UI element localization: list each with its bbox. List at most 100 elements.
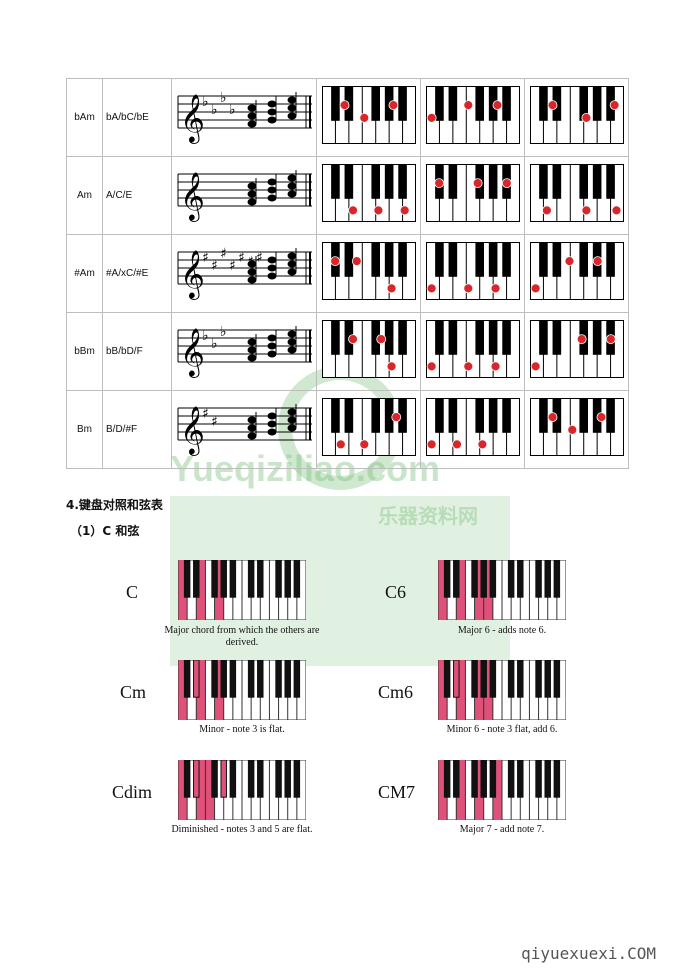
chord-name: #Am [66, 234, 103, 313]
chord-keyboard [177, 559, 307, 625]
chord-label: C [126, 582, 139, 602]
svg-text:♭: ♭ [211, 336, 218, 352]
keyboard-diagram [420, 78, 525, 157]
staff-svg: 𝄞♯♯♯♯♯♯♯ [177, 246, 312, 300]
chord-keyboard [437, 759, 567, 825]
keyboard-svg [425, 398, 520, 456]
staff-svg: 𝄞♯ ♯ [177, 404, 312, 456]
staff-notation: 𝄞 [171, 156, 317, 235]
chord-name: bAm [66, 78, 103, 157]
piano-svg [177, 759, 307, 821]
svg-text:♭: ♭ [202, 328, 209, 344]
svg-text:𝄞: 𝄞 [180, 327, 205, 378]
keyboard-svg [529, 164, 624, 222]
footer-site: qiyuexuexi.COM [521, 944, 656, 963]
piano-svg [437, 559, 567, 621]
chord-notes: A/C/E [102, 156, 172, 235]
chord-keyboard [437, 659, 567, 725]
chord-description: Major 6 - adds note 6. [457, 625, 547, 636]
chord-label: Cdim [112, 782, 153, 802]
section-subheading: （1）C 和弦 [70, 524, 140, 538]
keyboard-svg [321, 86, 416, 144]
svg-text:♭: ♭ [229, 102, 236, 118]
chord-description: Major chord from which the others are de… [164, 625, 320, 648]
svg-text:𝄞: 𝄞 [180, 249, 205, 300]
svg-text:♯: ♯ [202, 406, 209, 422]
keyboard-svg [425, 164, 520, 222]
svg-text:♭: ♭ [220, 90, 227, 106]
keyboard-diagram [420, 234, 525, 313]
svg-text:𝄞: 𝄞 [180, 405, 205, 456]
svg-text:𝄞: 𝄞 [180, 171, 205, 222]
keyboard-diagram [420, 390, 525, 469]
chord-name: bBm [66, 312, 103, 391]
chord-label: CM7 [378, 782, 416, 802]
chord-keyboard [437, 559, 567, 625]
chord-notes: B/D/#F [102, 390, 172, 469]
piano-svg [437, 759, 567, 821]
watermark-text-cn: 乐器资料网 [378, 500, 478, 529]
chord-label: Cm [120, 682, 147, 702]
chord-name: Am [66, 156, 103, 235]
chord-keyboard [177, 659, 307, 725]
keyboard-svg [321, 164, 416, 222]
keyboard-diagram [316, 390, 421, 469]
svg-text:♯: ♯ [220, 246, 227, 262]
keyboard-diagram [316, 78, 421, 157]
svg-text:♯: ♯ [211, 258, 218, 274]
chord-notes: bB/bD/F [102, 312, 172, 391]
chord-label: Cm6 [378, 682, 414, 702]
chord-row: #Am#A/xC/#E𝄞♯♯♯♯♯♯♯ [66, 234, 629, 313]
chord-table: bAm bA/bC/bE 𝄞 ♭ ♭ ♭ ♭ Am A/C/E 𝄞 #Am #A/xC/#E 𝄞 ♯ ♯ ♯ ♯… [66, 78, 629, 469]
piano-svg [177, 659, 307, 721]
keyboard-diagram [316, 156, 421, 235]
staff-svg: 𝄞♭ ♭♭♭ [177, 90, 312, 144]
keyboard-svg [529, 86, 624, 144]
keyboard-diagram [316, 234, 421, 313]
keyboard-svg [425, 320, 520, 378]
keyboard-diagram [524, 156, 629, 235]
svg-text:♯: ♯ [256, 250, 263, 266]
keyboard-svg [321, 320, 416, 378]
keyboard-diagram [420, 156, 525, 235]
keyboard-svg [425, 242, 520, 300]
keyboard-svg [529, 242, 624, 300]
keyboard-svg [321, 242, 416, 300]
svg-text:𝄞: 𝄞 [180, 93, 205, 144]
keyboard-diagram [524, 78, 629, 157]
keyboard-svg [529, 398, 624, 456]
chord-keyboard [177, 759, 307, 825]
svg-text:♯: ♯ [238, 250, 245, 266]
chord-description: Diminished - notes 3 and 5 are flat. [171, 824, 313, 835]
chord-notes: bA/bC/bE [102, 78, 172, 157]
svg-text:♯: ♯ [202, 250, 209, 266]
chord-row: bBm bB/bD/F 𝄞 ♭ ♭ ♭ [66, 312, 629, 391]
chord-name: Bm [66, 390, 103, 469]
chord-row: bAm bA/bC/bE 𝄞 ♭ ♭ ♭ ♭ [66, 78, 629, 157]
chord-description: Minor - note 3 is flat. [199, 724, 285, 735]
keyboard-svg [425, 86, 520, 144]
staff-notation: 𝄞 ♭ ♭ ♭ ♭ [171, 78, 317, 157]
keyboard-svg [529, 320, 624, 378]
chord-row: Bm B/D/#F 𝄞 ♯ ♯ [66, 390, 629, 469]
chord-row: Am A/C/E 𝄞 [66, 156, 629, 235]
keyboard-diagram [316, 312, 421, 391]
piano-svg [177, 559, 307, 621]
piano-svg [437, 659, 567, 721]
chord-description: Major 7 - add note 7. [459, 824, 545, 835]
chord-description: Minor 6 - note 3 flat, add 6. [446, 724, 558, 735]
chord-label: C6 [385, 582, 407, 602]
svg-text:♭: ♭ [211, 102, 218, 118]
svg-text:♭: ♭ [202, 94, 209, 110]
section-heading: 4.键盘对照和弦表 [66, 498, 163, 512]
keyboard-svg [321, 398, 416, 456]
chord-notes: #A/xC/#E [102, 234, 172, 313]
staff-notation: 𝄞♯♯♯♯♯♯♯ [171, 234, 317, 313]
staff-notation: 𝄞 ♭ ♭ ♭ [171, 312, 317, 391]
keyboard-diagram [420, 312, 525, 391]
staff-notation: 𝄞 ♯ ♯ [171, 390, 317, 469]
staff-svg: 𝄞 [177, 170, 312, 222]
keyboard-diagram [524, 390, 629, 469]
staff-svg: 𝄞♭ ♭♭ [177, 324, 312, 378]
